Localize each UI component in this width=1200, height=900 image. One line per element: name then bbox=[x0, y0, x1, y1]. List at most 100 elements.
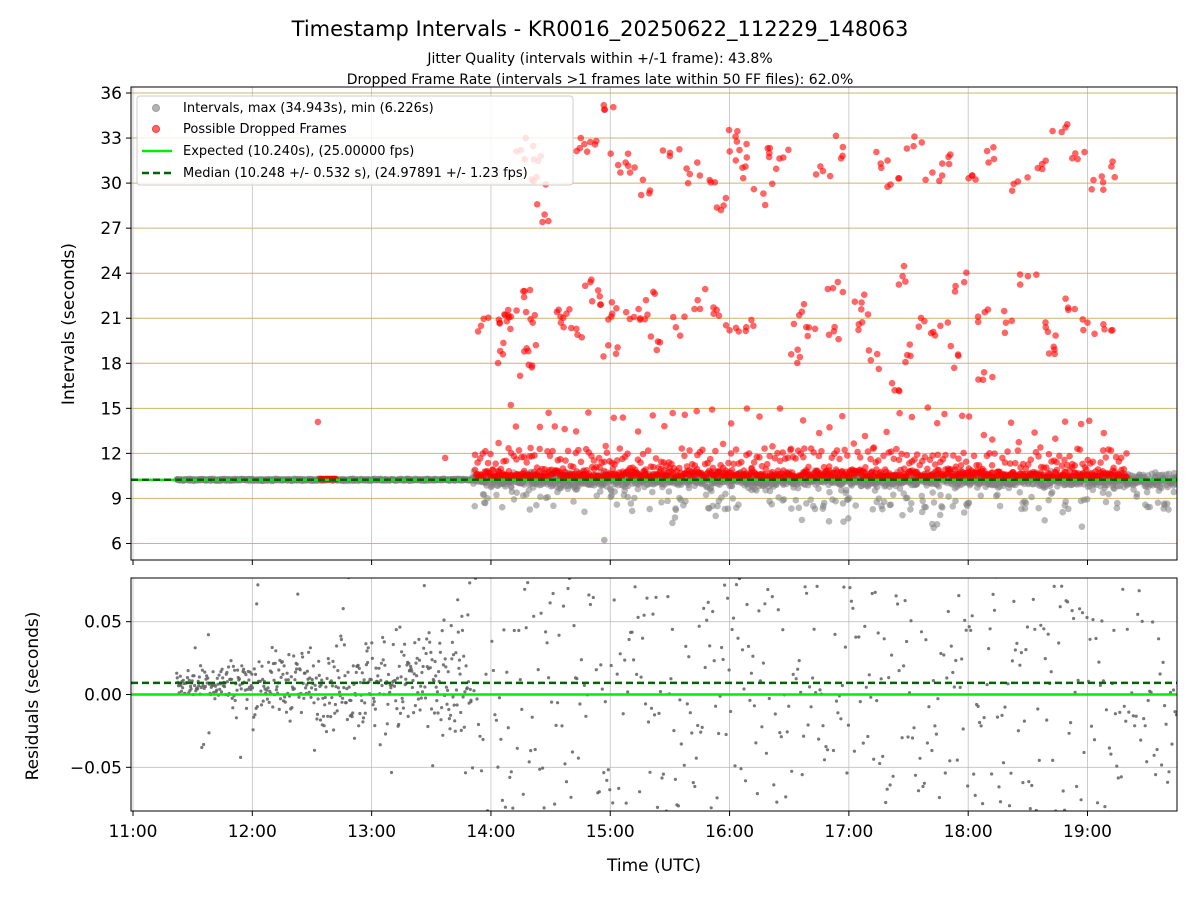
residual-point bbox=[778, 731, 782, 735]
dropped-frame-point bbox=[588, 298, 596, 305]
residual-point bbox=[961, 727, 965, 731]
residual-point bbox=[242, 667, 246, 671]
residual-point bbox=[412, 672, 416, 676]
dropped-frame-point bbox=[1086, 417, 1093, 425]
residual-point bbox=[1078, 607, 1082, 611]
residual-point bbox=[554, 723, 558, 728]
residual-point bbox=[313, 683, 317, 687]
dropped-frame-point bbox=[1100, 321, 1107, 328]
dropped-frame-point bbox=[1097, 459, 1104, 466]
residual-point bbox=[331, 659, 335, 664]
y-tick-label: 0.05 bbox=[84, 613, 122, 633]
dropped-frame-point bbox=[727, 420, 735, 427]
residual-point bbox=[730, 627, 734, 632]
residual-point bbox=[512, 628, 516, 633]
dropped-frame-point bbox=[1090, 176, 1097, 184]
interval-point bbox=[798, 516, 806, 524]
dropped-frame-point bbox=[826, 424, 833, 431]
dropped-frame-point bbox=[896, 387, 903, 395]
residuals-y-axis: −0.050.000.05 bbox=[70, 613, 131, 778]
dropped-frame-point bbox=[596, 293, 604, 300]
residual-point bbox=[288, 719, 292, 723]
residual-point bbox=[979, 724, 983, 728]
residual-point bbox=[391, 642, 395, 647]
residual-point bbox=[229, 659, 233, 663]
residual-point bbox=[575, 677, 579, 681]
residual-point bbox=[621, 712, 625, 716]
residual-point bbox=[600, 687, 604, 691]
residual-point bbox=[591, 595, 595, 600]
dropped-frame-point bbox=[487, 450, 494, 458]
residual-point bbox=[362, 678, 366, 682]
residual-point bbox=[308, 676, 312, 680]
interval-point bbox=[826, 488, 833, 496]
dropped-frame-point bbox=[635, 305, 642, 313]
dropped-frame-point bbox=[883, 428, 890, 436]
dropped-frame-point bbox=[748, 465, 755, 473]
residual-point bbox=[797, 659, 801, 663]
residual-point bbox=[1115, 764, 1119, 768]
residual-point bbox=[733, 764, 737, 768]
dropped-frame-point bbox=[924, 465, 931, 473]
residual-point bbox=[373, 707, 377, 711]
dropped-frame-point bbox=[972, 176, 979, 183]
residual-point bbox=[1069, 721, 1073, 725]
dropped-frame-point bbox=[501, 311, 508, 318]
dropped-frame-point bbox=[536, 445, 543, 453]
dropped-frame-point bbox=[1081, 148, 1088, 156]
residual-point bbox=[964, 628, 968, 632]
dropped-frame-point bbox=[851, 298, 859, 306]
residual-point bbox=[420, 670, 424, 675]
residual-point bbox=[339, 637, 343, 642]
x-tick-label: 18:00 bbox=[944, 822, 993, 842]
dropped-frame-point bbox=[776, 457, 784, 465]
residual-point bbox=[270, 670, 274, 675]
residual-point bbox=[206, 633, 210, 637]
residual-point bbox=[388, 690, 392, 695]
residual-point bbox=[463, 690, 467, 694]
residual-point bbox=[351, 711, 355, 715]
interval-point bbox=[875, 495, 883, 502]
residual-point bbox=[315, 712, 320, 717]
residual-point bbox=[520, 707, 524, 712]
dropped-frame-point bbox=[1077, 420, 1085, 428]
interval-point bbox=[803, 500, 810, 507]
residual-point bbox=[805, 591, 809, 595]
residual-point bbox=[699, 730, 703, 734]
dropped-frame-point bbox=[970, 452, 978, 460]
dropped-frame-point bbox=[965, 413, 973, 420]
dropped-frame-point bbox=[1058, 462, 1066, 470]
interval-point bbox=[581, 508, 588, 516]
interval-point bbox=[887, 501, 894, 509]
dropped-frame-point bbox=[784, 454, 792, 462]
residual-point bbox=[339, 634, 343, 638]
residual-point bbox=[582, 683, 587, 688]
dropped-frame-point bbox=[610, 103, 617, 111]
dropped-frame-point bbox=[631, 164, 638, 171]
dropped-frame-point bbox=[929, 452, 936, 459]
dropped-frame-point bbox=[605, 342, 612, 349]
dropped-frame-point bbox=[740, 467, 748, 474]
intervals-x-ticks bbox=[132, 560, 1089, 565]
dropped-frame-point bbox=[776, 155, 783, 162]
interval-point bbox=[1045, 496, 1052, 504]
residual-point bbox=[1104, 708, 1108, 712]
dropped-frame-point bbox=[570, 463, 577, 471]
residual-point bbox=[761, 661, 766, 665]
residual-point bbox=[1063, 808, 1067, 811]
interval-point bbox=[493, 491, 500, 499]
residual-point bbox=[181, 678, 185, 682]
dropped-frame-point bbox=[844, 452, 851, 459]
interval-point bbox=[702, 491, 710, 499]
residual-point bbox=[739, 767, 743, 771]
dropped-frame-point bbox=[533, 464, 541, 471]
dropped-frame-point bbox=[496, 347, 504, 355]
residual-point bbox=[851, 606, 855, 610]
residual-point bbox=[934, 732, 939, 736]
dropped-frame-point bbox=[613, 457, 621, 464]
dropped-frame-point bbox=[1091, 330, 1098, 338]
residual-point bbox=[645, 596, 649, 600]
y-tick-label: 27 bbox=[100, 219, 122, 239]
dropped-frame-point bbox=[836, 455, 843, 463]
residual-point bbox=[422, 646, 426, 650]
